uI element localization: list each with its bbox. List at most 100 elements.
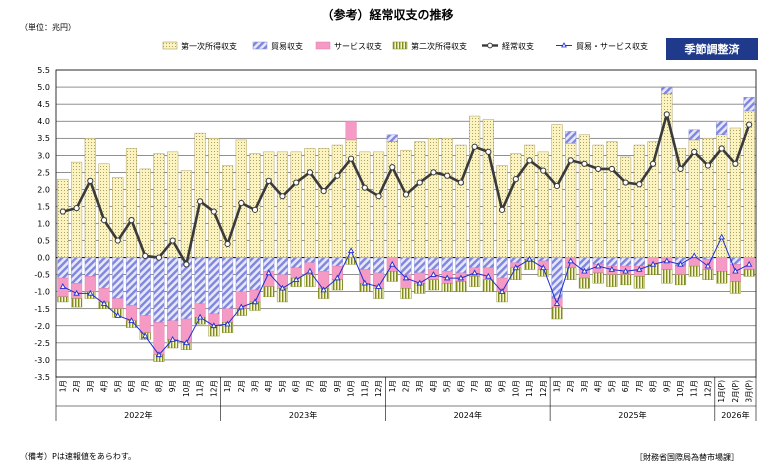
source-label: ［財務省国際局為替市場課］ (635, 453, 739, 462)
trade-bar (469, 257, 481, 269)
trade-services-point (691, 252, 698, 259)
current-account-point (526, 157, 533, 164)
y-tick-label: 2.5 (37, 168, 50, 177)
primary-income-bar (551, 124, 563, 258)
primary-income-bar (57, 178, 69, 258)
trade-services-point (210, 322, 218, 329)
trade-services-point (128, 317, 135, 323)
trade-services-point (320, 286, 327, 293)
trade-services-point (732, 267, 739, 274)
secondary-income-bar (57, 296, 69, 303)
primary-income-bar (290, 151, 302, 258)
current-account-point (224, 240, 231, 248)
legend-marker (561, 42, 567, 48)
x-tick-label: 8月 (484, 380, 493, 392)
y-tick-label: -3.5 (34, 373, 50, 382)
x-tick-label: 5月 (278, 380, 287, 392)
x-tick-label: 11月 (690, 380, 699, 397)
trade-bar (537, 257, 549, 262)
legend-label: 第一次所得収支 (181, 41, 237, 51)
secondary-income-bar (263, 286, 275, 298)
trade-services-point (402, 274, 410, 281)
y-tick-label: 0.5 (37, 237, 50, 246)
legend-label: 経常収支 (502, 41, 534, 51)
trade-bar (125, 257, 138, 306)
legend-marker (487, 42, 493, 49)
current-account-point (100, 216, 108, 224)
trade-services-point (87, 289, 94, 296)
current-account-point (265, 177, 272, 184)
x-tick-label: 9月 (662, 380, 671, 392)
trade-services-point (498, 288, 506, 294)
primary-income-bar (331, 144, 343, 258)
trade-services-point (594, 262, 602, 269)
primary-income-bar (620, 156, 632, 258)
trade-services-point (457, 274, 465, 281)
x-tick-label: 1月 (223, 380, 232, 392)
trade-services-point (745, 260, 753, 267)
x-tick-label: 2月 (237, 380, 246, 392)
current-account-point (238, 199, 245, 207)
trade-bar (139, 257, 151, 316)
x-tick-label: 6月 (456, 380, 465, 392)
trade-services-point (677, 260, 684, 267)
x-tick-label: 5月 (607, 380, 616, 392)
trade-bar (372, 257, 385, 274)
primary-income-bar (414, 141, 426, 258)
trade-bar (661, 86, 673, 95)
trade-bar (57, 257, 69, 279)
trade-bar (318, 257, 330, 272)
trade-services-point (485, 272, 492, 279)
x-tick-label: 7月 (635, 380, 644, 392)
x-tick-label: 7月 (305, 380, 314, 392)
current-account-point (320, 187, 327, 195)
services-bar (716, 257, 728, 272)
trade-bar (510, 257, 522, 263)
x-tick-label: 2月 (72, 380, 81, 392)
chart-title: （参考）経常収支の推移 (321, 8, 454, 22)
y-tick-label: -3.0 (34, 356, 50, 365)
x-tick-label: 2月 (402, 380, 411, 392)
trade-services-point (279, 284, 286, 291)
trade-services-point (265, 269, 272, 276)
primary-income-bar (276, 151, 289, 258)
secondary-income-bar (702, 269, 714, 280)
trade-services-point (334, 274, 341, 281)
current-account-point (746, 121, 753, 128)
x-tick-label: 2月 (566, 380, 575, 392)
primary-income-bar (112, 177, 124, 258)
current-account-point (608, 165, 615, 173)
current-account-point (279, 193, 286, 200)
current-account-point (361, 184, 368, 191)
current-account-point (704, 162, 712, 169)
secondary-income-bar (455, 281, 467, 292)
current-account-point (663, 111, 670, 118)
current-account-point (430, 169, 437, 176)
current-account-point (718, 145, 725, 152)
trade-services-point (389, 260, 396, 267)
trade-bar (167, 257, 179, 321)
trade-services-point (540, 264, 547, 271)
primary-income-bar (455, 144, 467, 258)
primary-income-bar (702, 138, 714, 258)
primary-income-bar (510, 153, 522, 258)
primary-income-bar (235, 139, 247, 258)
year-label: 2025年 (618, 410, 646, 420)
trade-bar (414, 257, 426, 274)
current-account-point (732, 160, 739, 167)
x-tick-label: 12月 (374, 380, 383, 397)
x-tick-label: 10月 (511, 380, 520, 397)
x-tick-label: 9月 (168, 380, 177, 392)
y-tick-label: -1.0 (34, 288, 50, 297)
y-tick-label: -0.5 (34, 271, 50, 280)
current-account-point (59, 208, 66, 215)
primary-income-bar (427, 138, 440, 258)
x-tick-label: 8月 (649, 380, 658, 392)
trade-bar (359, 257, 371, 270)
current-account-point (677, 165, 684, 173)
trade-services-point (155, 351, 163, 358)
year-label: 2023年 (289, 410, 317, 420)
legend-label: 貿易・サービス収支 (576, 41, 648, 51)
current-account-point (553, 182, 561, 190)
current-account-point (649, 160, 657, 167)
